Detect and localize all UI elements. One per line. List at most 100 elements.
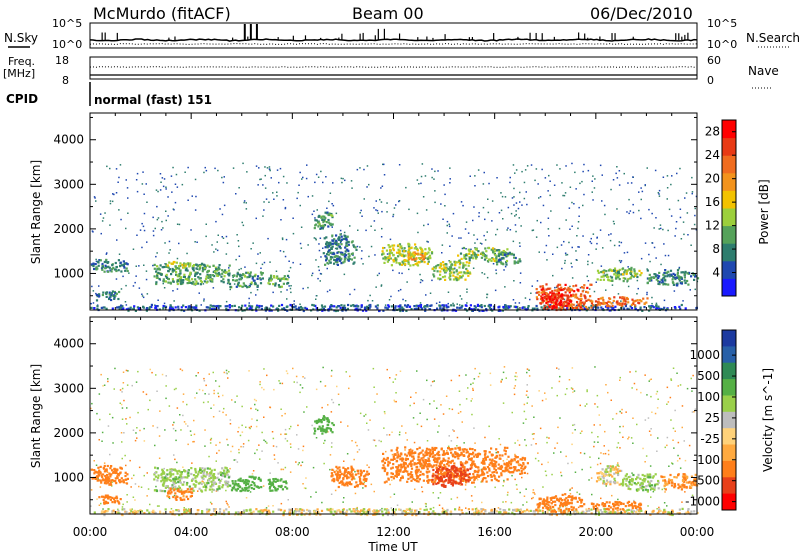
noise-point (102, 217, 105, 219)
data-cell (553, 293, 556, 296)
data-cell (623, 296, 626, 299)
noise-point (495, 269, 497, 271)
data-cell (684, 307, 687, 310)
data-cell (459, 513, 462, 516)
data-cell (327, 250, 330, 253)
noise-point (268, 168, 271, 170)
data-cell (172, 479, 175, 483)
data-cell (116, 477, 119, 480)
data-cell (169, 479, 173, 482)
noise-point (472, 387, 474, 390)
noise-point (445, 395, 448, 397)
noise-point (605, 384, 607, 386)
data-cell (352, 304, 355, 307)
data-cell (587, 298, 590, 301)
noise-point (192, 441, 194, 443)
noise-point (593, 187, 596, 189)
data-cell (217, 266, 220, 269)
noise-point (332, 469, 335, 471)
noise-point (299, 384, 302, 386)
data-cell (311, 303, 314, 307)
noise-point (544, 470, 547, 472)
noise-point (255, 425, 258, 428)
noise-point (402, 298, 404, 301)
noise-point (608, 234, 610, 236)
data-cell (373, 509, 376, 512)
data-cell (228, 306, 231, 309)
data-cell (294, 305, 297, 308)
noise-point (360, 257, 363, 260)
data-cell (491, 257, 494, 260)
noise-point (421, 163, 424, 165)
data-cell (544, 291, 547, 295)
noise-point (656, 450, 658, 452)
noise-point (143, 427, 145, 430)
data-cell (573, 510, 576, 513)
noise-point (503, 479, 505, 482)
noise-point (592, 175, 594, 177)
data-cell (236, 283, 240, 286)
noise-point (136, 190, 139, 193)
data-cell (246, 276, 249, 279)
data-cell (566, 294, 569, 297)
data-cell (497, 260, 500, 263)
data-cell (680, 303, 683, 307)
noise-point (284, 207, 287, 210)
noise-point (366, 186, 368, 188)
data-cell (176, 267, 179, 270)
noise-point (164, 242, 166, 244)
data-cell (557, 290, 560, 293)
noise-point (473, 378, 476, 380)
noise-point (519, 245, 521, 247)
data-cell (617, 512, 620, 515)
noise-point (368, 466, 370, 469)
data-cell (694, 275, 697, 278)
data-cell (223, 270, 226, 273)
cpid-label: CPID (6, 92, 38, 106)
noise-point (626, 211, 628, 213)
noise-point (248, 426, 251, 429)
data-cell (223, 275, 226, 278)
noise-point (135, 265, 137, 267)
data-cell (471, 250, 474, 253)
data-cell (172, 473, 175, 476)
noise-point (684, 459, 687, 462)
noise-point (591, 262, 594, 264)
noise-point (518, 242, 521, 244)
data-cell (155, 282, 158, 286)
noise-point (109, 413, 111, 415)
noise-point (589, 466, 592, 469)
data-cell (182, 279, 185, 282)
noise-point (92, 231, 94, 233)
noise-point (139, 429, 141, 432)
noise-point (195, 375, 197, 377)
data-cell (387, 256, 390, 259)
noise-point (138, 485, 140, 488)
data-cell (475, 511, 479, 514)
data-cell (208, 307, 212, 310)
data-cell (346, 248, 349, 251)
data-cell (472, 252, 475, 255)
data-cell (173, 269, 176, 272)
data-cell (569, 300, 573, 303)
data-cell (404, 513, 407, 516)
data-cell (479, 305, 482, 308)
data-cell (178, 486, 181, 489)
data-cell (382, 309, 385, 312)
noise-point (420, 182, 422, 185)
noise-point (279, 250, 282, 252)
data-cell (206, 273, 209, 277)
noise-point (288, 260, 290, 262)
noise-point (109, 224, 111, 226)
noise-point (301, 387, 304, 389)
data-cell (392, 247, 395, 250)
data-cell (113, 467, 116, 471)
noise-point (284, 437, 287, 440)
noise-point (380, 440, 382, 443)
noise-point (586, 403, 588, 405)
noise-point (509, 229, 512, 231)
noise-point (619, 425, 621, 428)
noise-point (567, 462, 569, 465)
noise-point (658, 506, 660, 509)
data-cell (189, 271, 192, 274)
